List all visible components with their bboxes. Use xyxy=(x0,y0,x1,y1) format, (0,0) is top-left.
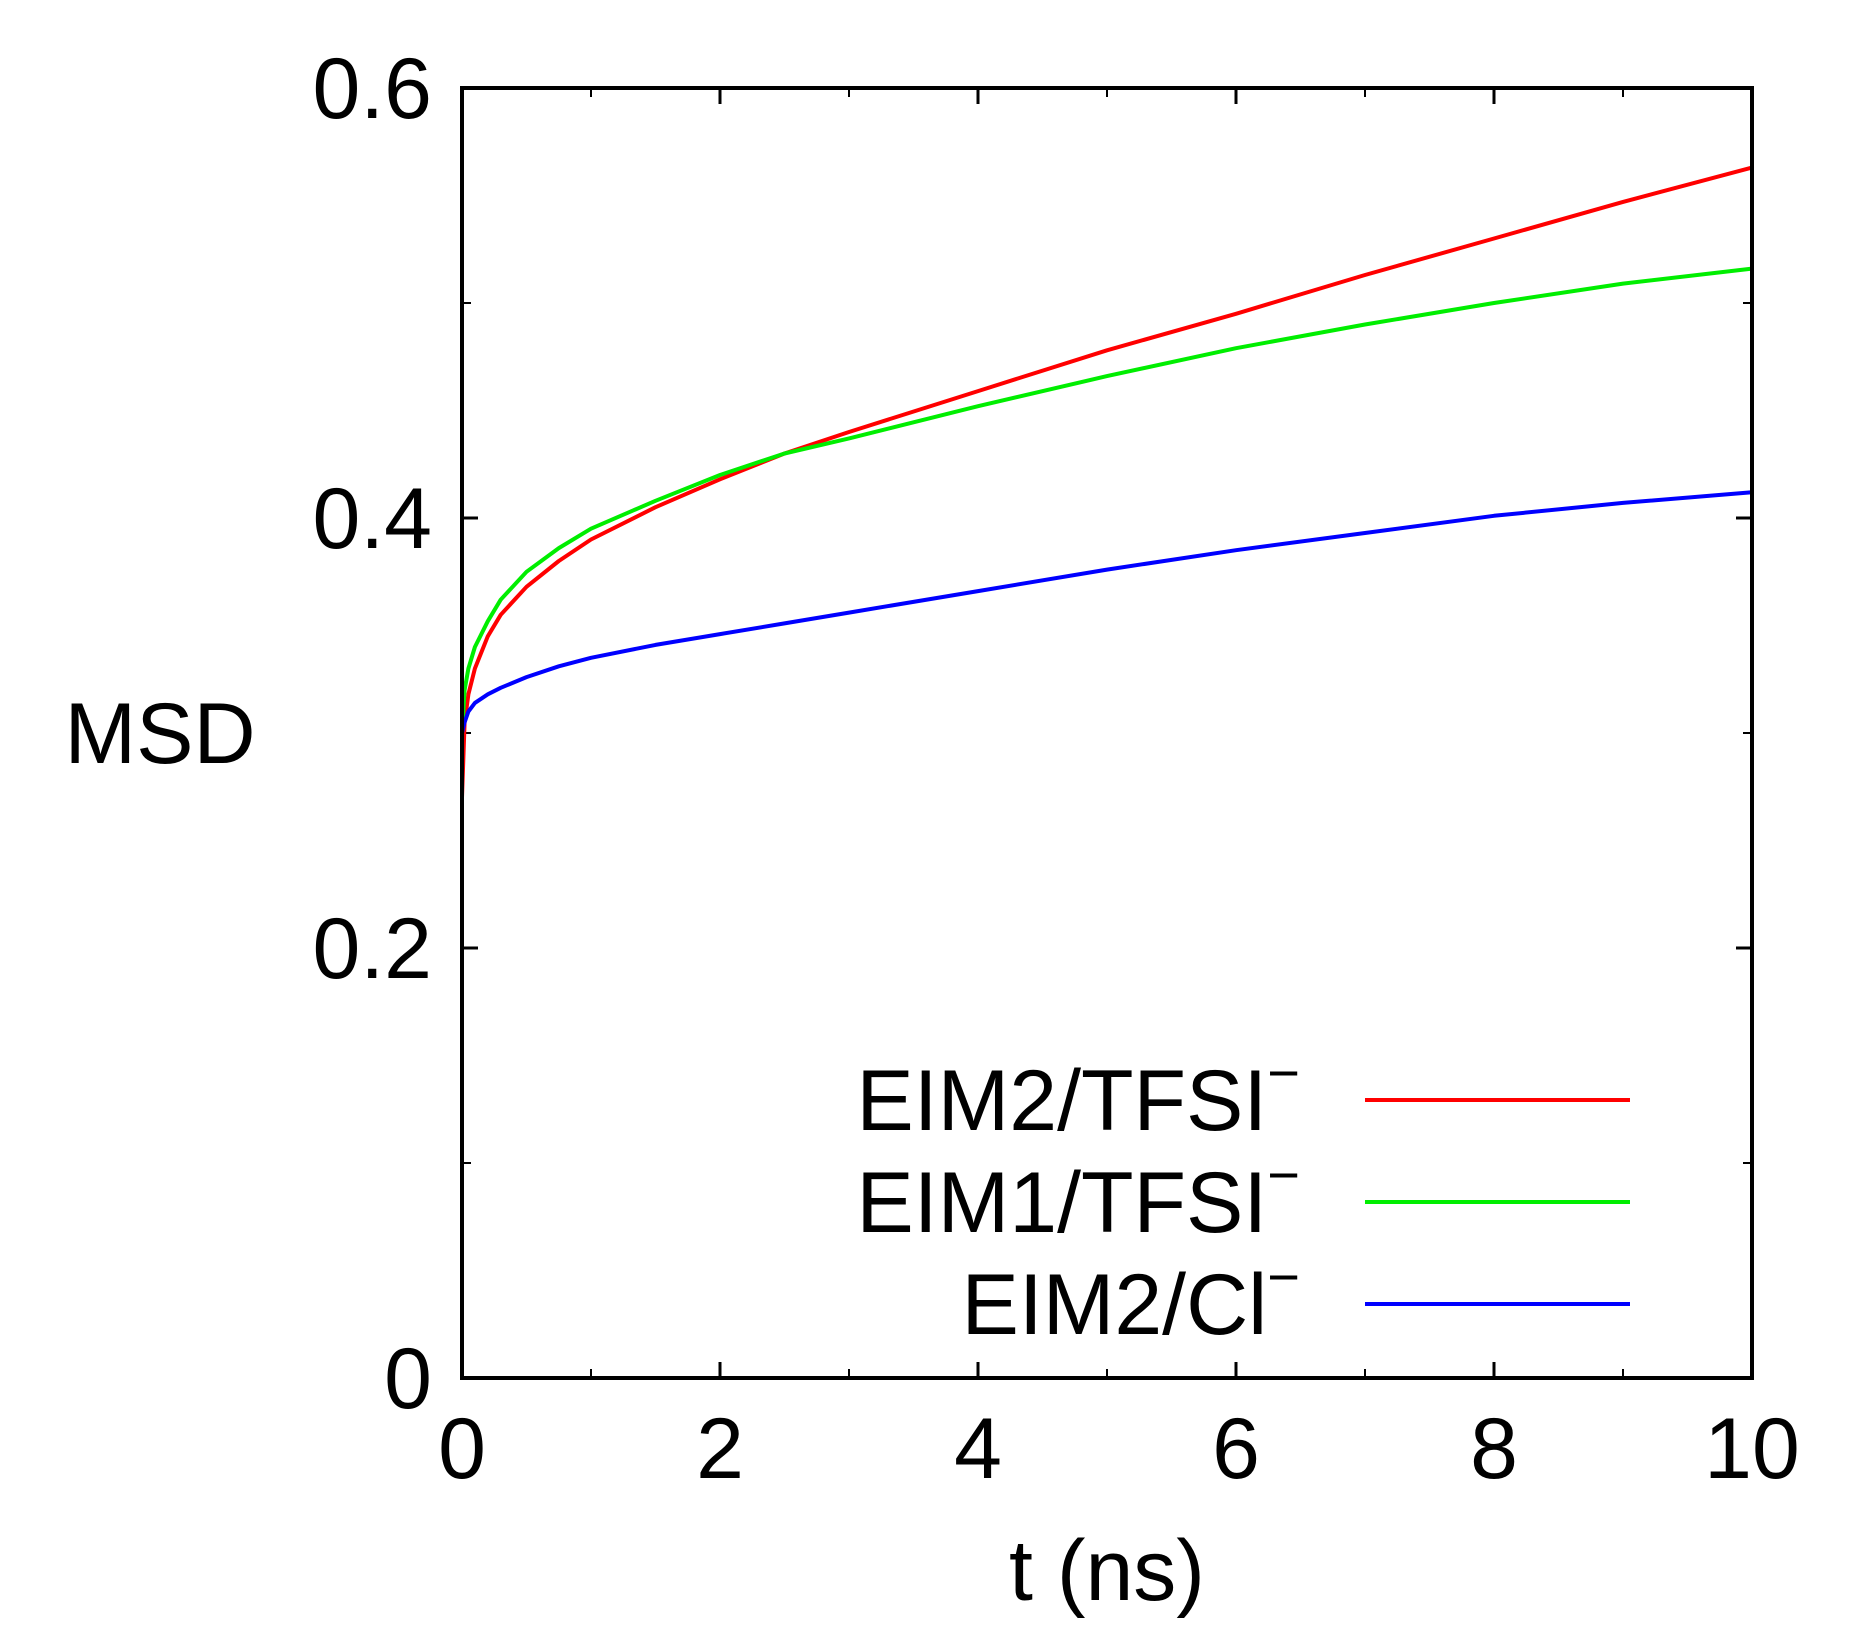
y-tick-label: 0.2 xyxy=(312,901,432,997)
y-axis-label: MSD xyxy=(64,686,255,782)
tick-labels: 0 2 4 6 8 10 0 0.2 0.4 0.6 xyxy=(312,41,1799,1497)
legend-label-2: EIM1/TFSI− xyxy=(856,1143,1300,1251)
y-tick-label: 0.6 xyxy=(312,41,432,137)
legend: EIM2/TFSI−EIM1/TFSI−EIM2/Cl− xyxy=(856,1041,1630,1353)
plot-series xyxy=(460,165,1754,1380)
plot-frame xyxy=(460,86,1754,1380)
x-tick-label: 2 xyxy=(696,1401,744,1497)
y-tick-label: 0 xyxy=(384,1331,432,1427)
legend-series-name: EIM2/TFSI xyxy=(856,1053,1267,1149)
legend-label-1: EIM2/TFSI− xyxy=(856,1041,1300,1149)
x-axis-label: t (ns) xyxy=(1009,1523,1205,1619)
series-line-3 xyxy=(460,490,1754,1380)
legend-charge-superscript: − xyxy=(1267,1041,1300,1104)
x-tick-label: 4 xyxy=(954,1401,1002,1497)
x-tick-label: 8 xyxy=(1470,1401,1518,1497)
legend-series-name: EIM2/Cl xyxy=(961,1257,1267,1353)
legend-charge-superscript: − xyxy=(1267,1143,1300,1206)
y-tick-label: 0.4 xyxy=(312,471,432,567)
series-line-1 xyxy=(460,165,1754,1380)
legend-series-name: EIM1/TFSI xyxy=(856,1155,1267,1251)
series-line-2 xyxy=(460,266,1754,1380)
x-tick-label: 0 xyxy=(438,1401,486,1497)
x-tick-label: 6 xyxy=(1212,1401,1260,1497)
legend-charge-superscript: − xyxy=(1267,1245,1300,1308)
x-tick-label: 10 xyxy=(1704,1401,1800,1497)
legend-label-3: EIM2/Cl− xyxy=(961,1245,1300,1353)
